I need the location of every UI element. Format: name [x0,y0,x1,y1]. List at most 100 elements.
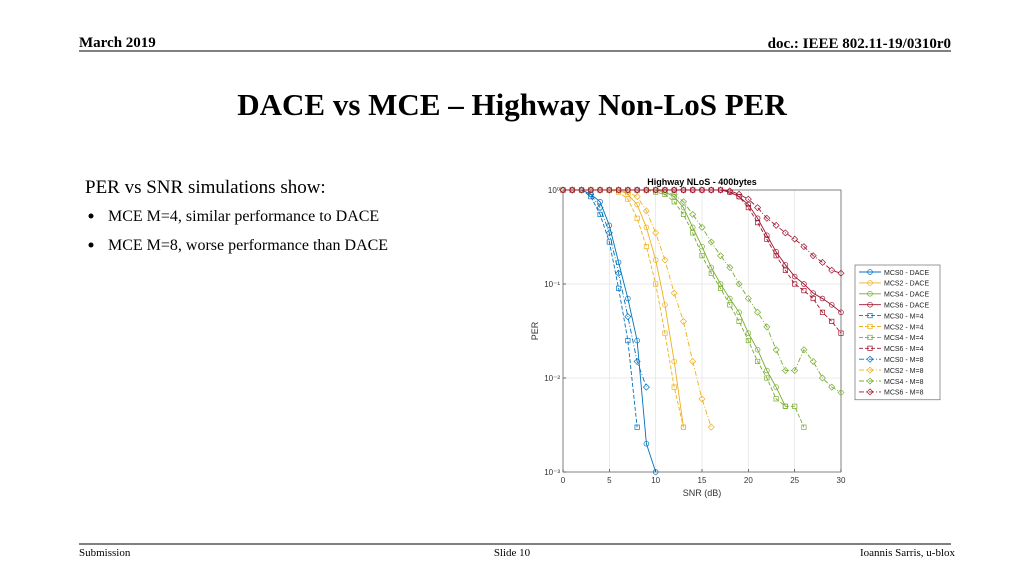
marker [736,309,742,316]
marker [689,210,697,218]
series-line [563,189,842,334]
marker [866,388,874,396]
marker [726,187,734,195]
marker [838,330,844,336]
marker [810,290,816,296]
marker [772,221,780,229]
marker [867,301,873,308]
marker [866,366,874,374]
marker [642,207,650,215]
marker [680,424,687,430]
marker [782,267,788,273]
legend-label: MCS2 - DACE [884,281,929,288]
bullet [88,242,94,248]
marker [755,358,761,364]
marker [588,194,594,200]
marker [680,211,687,217]
legend-label: MCS2 - M=4 [884,324,924,331]
marker [670,289,678,297]
x-tick-label: 5 [607,476,612,485]
marker [809,252,817,260]
marker [670,190,678,198]
marker [837,269,845,277]
marker [653,281,659,287]
marker [699,243,705,250]
marker [708,264,715,271]
marker [634,337,640,344]
marker [792,403,798,409]
marker [643,244,649,250]
marker [605,186,613,194]
marker [652,186,660,194]
legend-label: MCS6 - M=4 [884,346,924,353]
marker [727,295,733,302]
marker [605,229,613,237]
marker [828,302,835,308]
x-tick-label: 20 [744,476,753,485]
marker [791,273,798,280]
marker [578,186,586,194]
marker [866,355,874,363]
marker [867,334,873,340]
marker [782,262,789,268]
slide-title: DACE vs MCE – Highway Non-LoS PER [237,87,787,122]
marker [698,223,706,231]
marker [652,229,660,237]
marker [764,236,770,242]
marker [764,375,770,381]
marker [754,204,762,212]
marker [818,258,826,266]
marker [643,440,650,447]
marker [867,280,873,286]
marker [727,302,733,308]
marker [698,186,706,194]
marker [745,205,751,211]
x-tick-label: 15 [698,476,707,485]
marker [809,357,817,365]
marker [633,357,641,365]
legend-box [854,264,941,401]
marker [837,389,845,397]
marker [772,346,780,354]
marker [679,186,687,194]
x-tick-label: 25 [790,476,799,485]
marker [625,338,631,344]
marker [792,281,798,287]
marker [625,295,631,302]
marker [818,374,826,382]
bullet [88,213,94,219]
marker [587,186,595,194]
marker [745,330,752,336]
marker [679,198,687,206]
marker [773,253,779,259]
marker [781,229,789,237]
marker [717,186,725,194]
marker [707,186,715,194]
legend-label: MCS4 - M=4 [884,335,924,342]
marker [689,186,697,194]
marker [596,204,604,212]
marker [773,384,779,390]
marker [662,330,668,336]
legend-label: MCS6 - DACE [884,303,929,310]
marker [661,186,669,194]
marker [708,270,714,276]
marker [642,186,650,194]
x-tick-label: 0 [561,476,566,485]
header-doc: doc.: IEEE 802.11-19/0310r0 [768,36,951,52]
series-line [563,189,805,428]
footer-right: Ioannis Sarris, u-blox [860,547,956,559]
legend-label: MCS4 - DACE [884,292,929,299]
marker [652,469,659,475]
marker [828,383,836,391]
marker [867,313,873,319]
x-axis-label: SNR (dB) [683,488,722,498]
marker [689,357,697,365]
marker [829,318,835,324]
marker [661,256,669,264]
x-tick-label: 10 [651,476,660,485]
marker [867,323,873,330]
y-tick-label: 10⁻¹ [544,280,560,289]
marker [744,195,752,203]
